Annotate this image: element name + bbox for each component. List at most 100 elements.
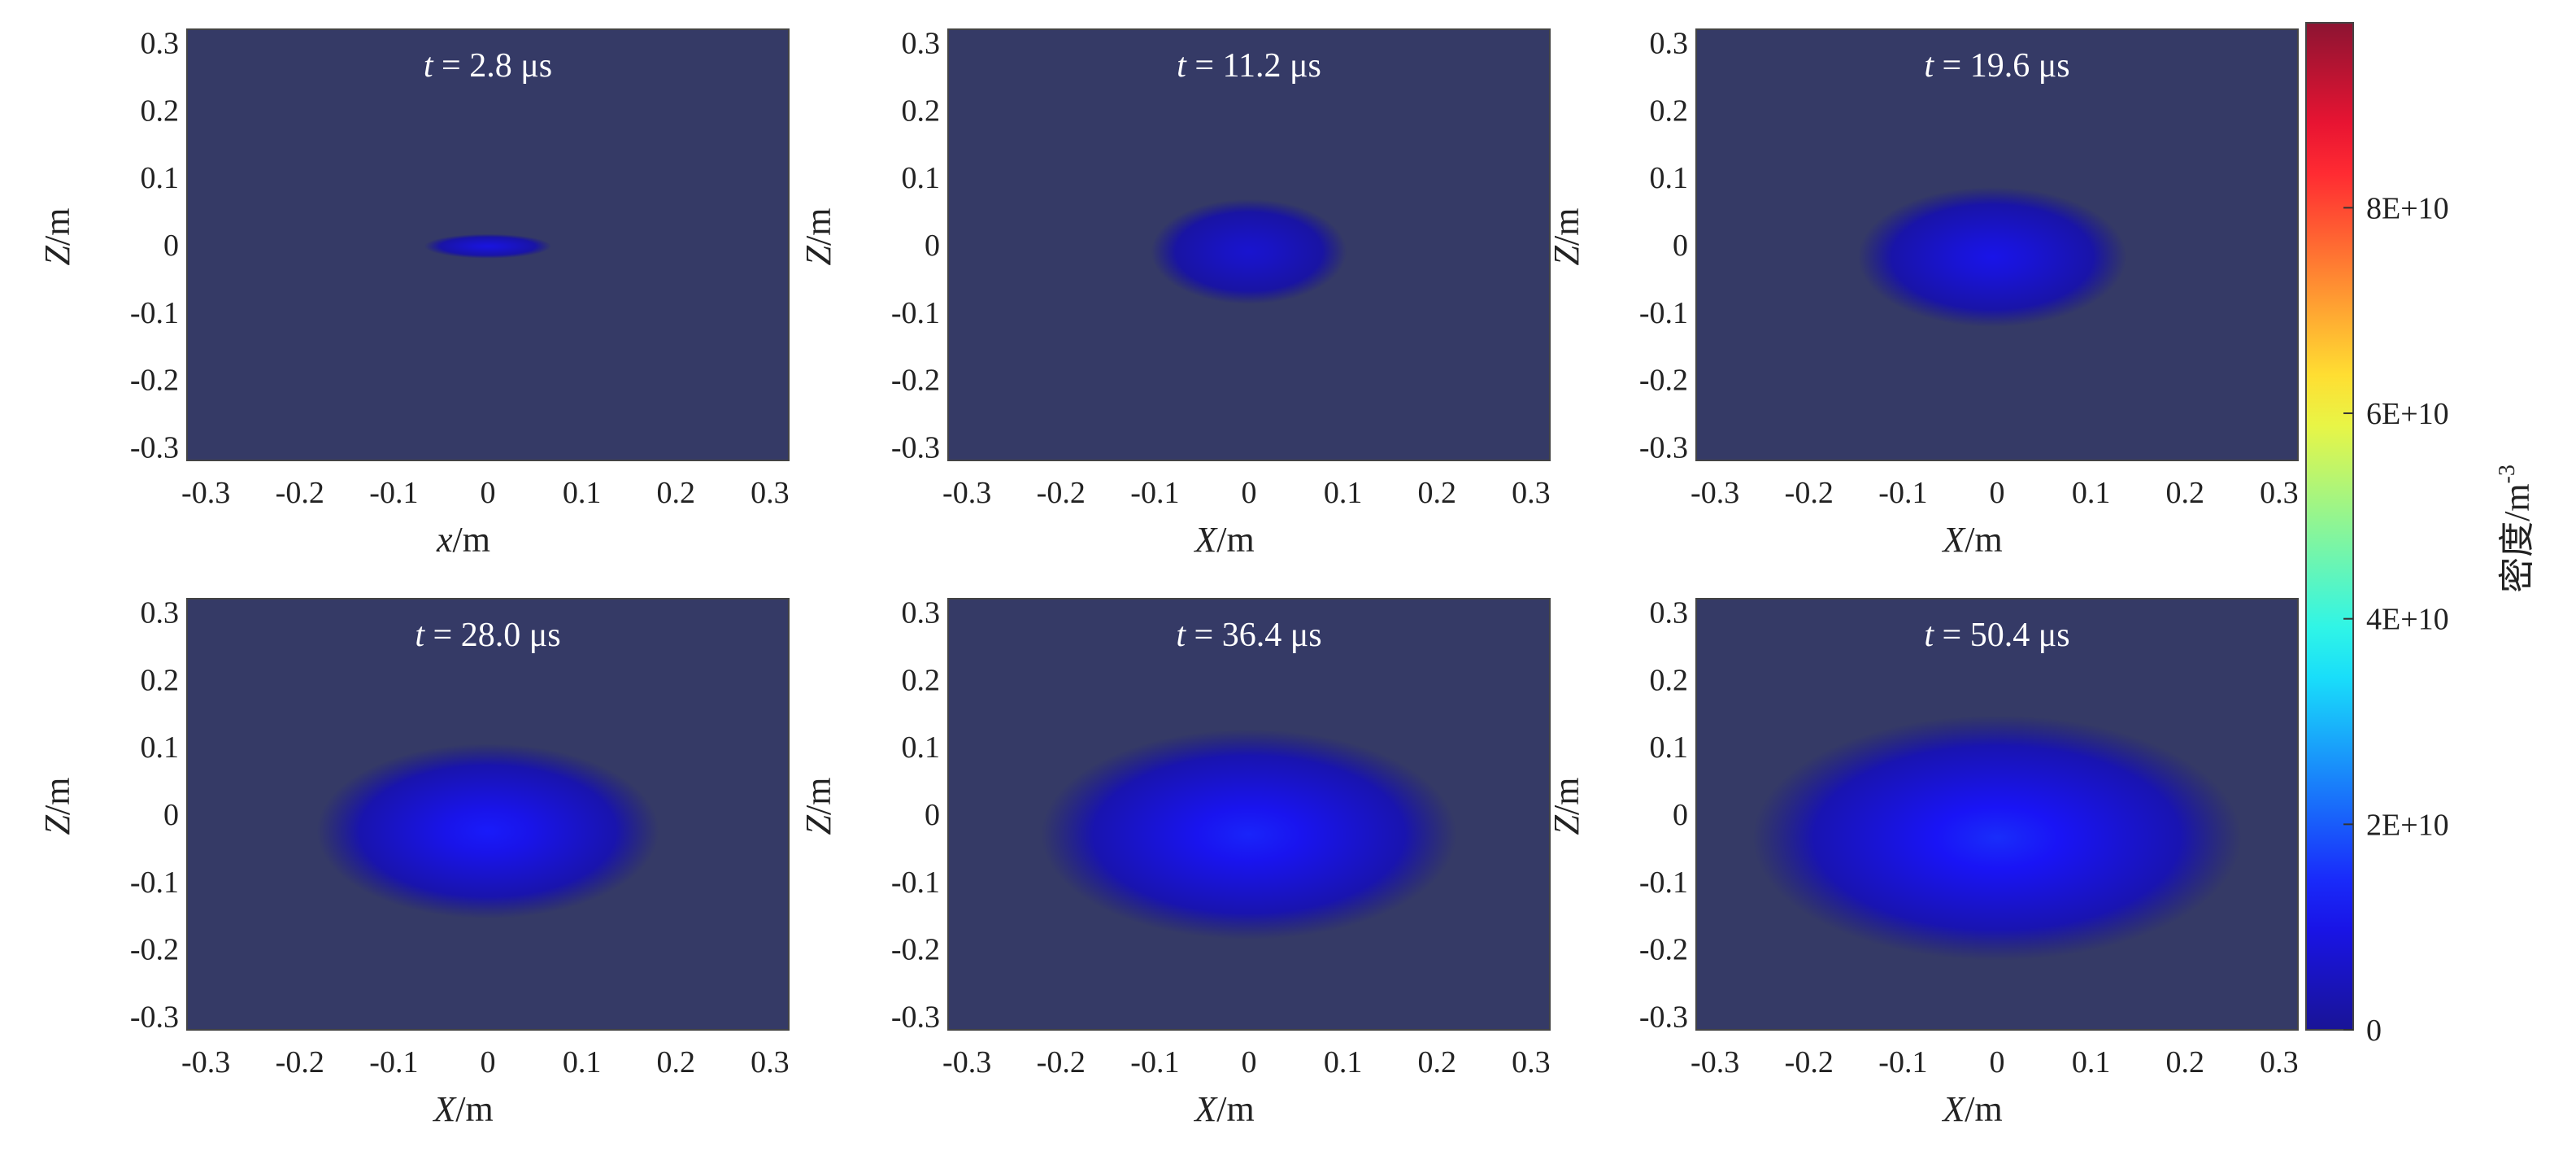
y-tick-label: 0.3 — [1650, 596, 1689, 630]
x-tick-label: -0.2 — [1785, 476, 1834, 510]
y-tick-label: -0.1 — [130, 296, 179, 330]
panel-2: t = 11.2 μs -0.3 -0.2 -0.1 0 0.1 0.2 0.3 0.3 0.2 0… — [798, 27, 1551, 560]
density-blob — [424, 233, 552, 259]
y-tick-label: -0.1 — [130, 866, 179, 900]
colorbar-tick-label: 2E+10 — [2366, 808, 2449, 842]
panel-title: t = 19.6 μs — [1924, 47, 2069, 85]
panel-1: t = 2.8 μs -0.3 -0.2 -0.1 0 0.1 0.2 0.3 0.3 0.2 0.… — [37, 27, 790, 560]
y-tick-label: -0.3 — [891, 430, 940, 464]
x-tick-label: 0.3 — [1512, 1045, 1551, 1079]
y-tick-label: 0.1 — [141, 161, 180, 195]
x-tick-label: 0.2 — [657, 1045, 696, 1079]
x-tick-label: 0 — [481, 1045, 496, 1079]
x-tick-label: 0.3 — [2260, 1045, 2299, 1079]
x-tick-label: -0.1 — [1878, 1045, 1927, 1079]
panel-frame — [186, 28, 790, 461]
density-plume — [1857, 186, 2127, 328]
x-tick-label: 0.1 — [563, 476, 602, 510]
panel-title: t = 36.4 μs — [1176, 617, 1321, 654]
panel-title: t = 2.8 μs — [424, 47, 552, 85]
y-tick-label: 0.1 — [1650, 730, 1689, 765]
colorbar-tick-label: 0 — [2366, 1014, 2382, 1048]
y-tick-label: 0.1 — [1650, 161, 1689, 195]
y-tick-label: -0.3 — [130, 430, 179, 464]
y-tick-label: 0.2 — [902, 663, 941, 697]
panel-6: t = 50.4 μs -0.3 -0.2 -0.1 0 0.1 0.2 0.3 0.3 0.2 0… — [1547, 596, 2299, 1129]
density-plume — [1752, 715, 2242, 961]
x-tick-label: -0.2 — [1785, 1045, 1834, 1079]
x-tick-label: -0.1 — [1130, 476, 1179, 510]
y-tick-label: 0.3 — [141, 27, 180, 61]
panel-title: t = 28.0 μs — [415, 617, 560, 654]
x-tick-label: 0.2 — [1418, 1045, 1457, 1079]
y-tick-label: 0 — [163, 229, 179, 263]
x-tick-label: -0.3 — [181, 476, 230, 510]
x-axis-title: X/m — [1193, 1089, 1254, 1129]
y-tick-label: 0.2 — [141, 663, 180, 697]
x-tick-label: -0.2 — [276, 1045, 324, 1079]
y-tick-label: -0.1 — [1639, 296, 1688, 330]
x-tick-label: 0 — [1990, 1045, 2005, 1079]
x-tick-label: 0.1 — [1324, 476, 1363, 510]
y-axis-title: Z/m — [37, 778, 77, 835]
x-tick-label: 0.2 — [2166, 1045, 2205, 1079]
colorbar-tick-label: 6E+10 — [2366, 397, 2449, 431]
y-tick-label: -0.2 — [891, 364, 940, 398]
y-tick-label: 0.1 — [141, 730, 180, 765]
y-tick-label: 0.1 — [902, 161, 941, 195]
colorbar-tick-label: 4E+10 — [2366, 603, 2449, 637]
panel-5: t = 36.4 μs -0.3 -0.2 -0.1 0 0.1 0.2 0.3 0.3 0.2 0… — [798, 596, 1551, 1129]
panel-4: t = 28.0 μs -0.3 -0.2 -0.1 0 0.1 0.2 0.3 0.3 0.2 0… — [37, 596, 790, 1129]
y-axis-title: Z/m — [37, 208, 77, 266]
x-tick-label: -0.2 — [1037, 476, 1086, 510]
panel-3: t = 19.6 μs -0.3 -0.2 -0.1 0 0.1 0.2 0.3 0.3 0.2 0… — [1547, 27, 2299, 560]
y-tick-label: 0.3 — [1650, 27, 1689, 61]
panel-frame — [947, 28, 1551, 461]
y-tick-label: 0.3 — [141, 596, 180, 630]
x-axis-title: X/m — [1941, 1089, 2002, 1129]
x-tick-label: -0.2 — [276, 476, 324, 510]
density-blob — [316, 743, 659, 919]
y-tick-label: -0.3 — [1639, 430, 1688, 464]
x-tick-label: 0.2 — [1418, 476, 1457, 510]
x-tick-label: -0.3 — [181, 1045, 230, 1079]
y-tick-label: -0.2 — [1639, 933, 1688, 967]
x-tick-label: 0.3 — [1512, 476, 1551, 510]
x-tick-label: 0 — [1242, 476, 1257, 510]
x-tick-label: 0.3 — [751, 1045, 790, 1079]
panels-group: t = 2.8 μs -0.3 -0.2 -0.1 0 0.1 0.2 0.3 0.3 0.2 0.… — [37, 27, 2299, 1129]
y-tick-label: 0 — [925, 798, 940, 832]
x-tick-label: 0.3 — [751, 476, 790, 510]
density-plume — [1041, 729, 1457, 940]
density-plume — [424, 233, 552, 259]
y-tick-label: -0.2 — [130, 933, 179, 967]
y-tick-label: 0.2 — [902, 94, 941, 128]
x-tick-label: 0 — [1242, 1045, 1257, 1079]
density-blob — [1151, 198, 1347, 304]
x-tick-label: -0.1 — [1130, 1045, 1179, 1079]
density-plume — [1151, 198, 1347, 304]
y-tick-label: -0.1 — [891, 866, 940, 900]
y-tick-label: 0 — [1673, 229, 1688, 263]
x-axis-title: X/m — [1941, 520, 2002, 560]
x-tick-label: 0.1 — [1324, 1045, 1363, 1079]
y-tick-label: -0.2 — [891, 933, 940, 967]
y-tick-label: 0.3 — [902, 596, 941, 630]
y-tick-label: 0.2 — [1650, 94, 1689, 128]
x-axis-title: X/m — [1193, 520, 1254, 560]
density-blob — [1752, 715, 2242, 961]
x-tick-label: -0.3 — [1690, 476, 1739, 510]
y-tick-label: 0 — [925, 229, 940, 263]
y-tick-label: -0.1 — [891, 296, 940, 330]
y-tick-label: -0.3 — [130, 1000, 179, 1034]
colorbar-tick-label: 8E+10 — [2366, 191, 2449, 225]
density-plume — [316, 743, 659, 919]
x-tick-label: -0.1 — [369, 1045, 418, 1079]
y-tick-label: -0.3 — [891, 1000, 940, 1034]
x-tick-label: -0.3 — [1690, 1045, 1739, 1079]
colorbar-title: 密度/m-3 — [2495, 464, 2537, 593]
y-axis-title: Z/m — [798, 778, 838, 835]
x-tick-label: -0.3 — [942, 1045, 991, 1079]
y-tick-label: -0.2 — [130, 364, 179, 398]
